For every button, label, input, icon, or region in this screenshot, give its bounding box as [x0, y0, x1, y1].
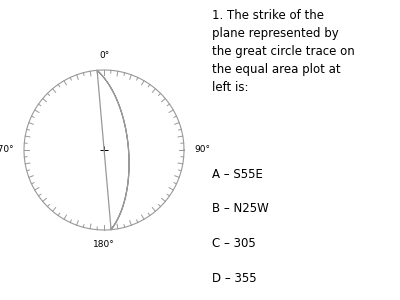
Text: 270°: 270°	[0, 146, 14, 154]
Text: A – S55E: A – S55E	[212, 168, 263, 181]
Text: D – 355: D – 355	[212, 272, 257, 284]
Text: C – 305: C – 305	[212, 237, 256, 250]
Text: 1. The strike of the
plane represented by
the great circle trace on
the equal ar: 1. The strike of the plane represented b…	[212, 9, 355, 94]
Text: 0°: 0°	[99, 51, 109, 60]
Text: 90°: 90°	[194, 146, 210, 154]
Text: 180°: 180°	[93, 240, 115, 249]
Text: B – N25W: B – N25W	[212, 202, 269, 215]
